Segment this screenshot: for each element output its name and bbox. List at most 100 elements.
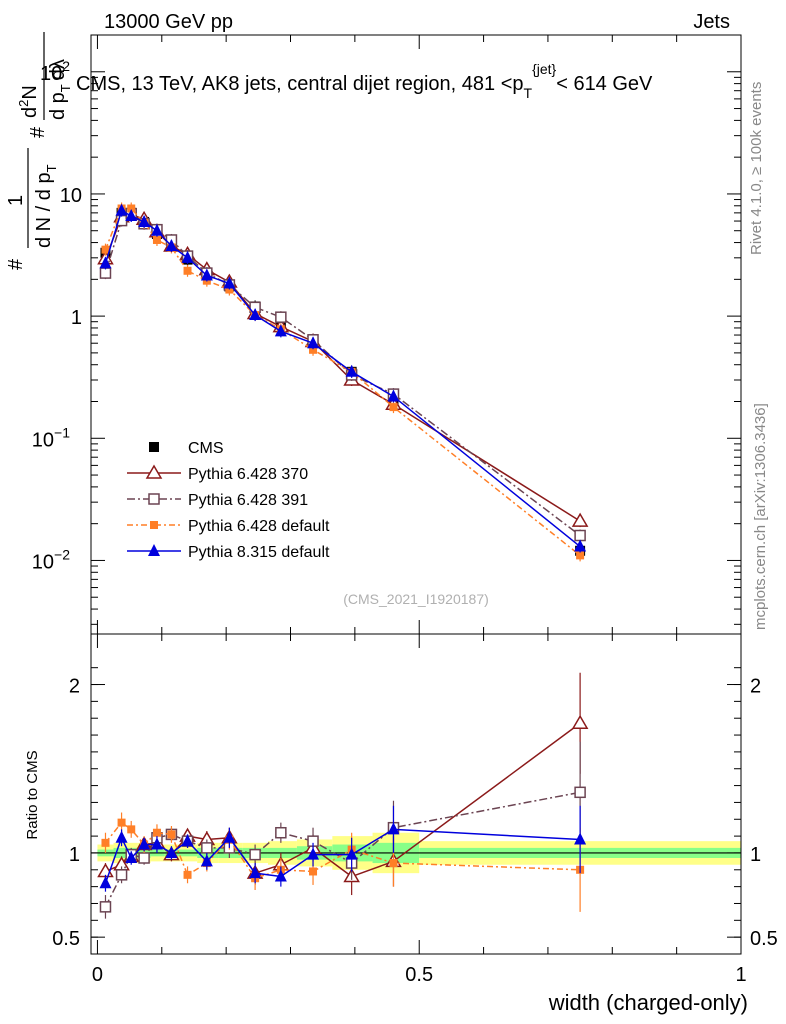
ylabel-num2-tail: N [19,85,41,99]
ratio-point-pythia-8-315-default [181,834,194,847]
ratio-point-pythia-6-428-default [167,830,176,839]
point-pythia-6-428-default [183,266,192,275]
ratio-point-pythia-6-428-391 [574,786,586,799]
ratio-point-pythia-6-428-391 [138,852,150,864]
mcplots-label: mcplots.cern.ch [arXiv:1306.3436] [752,403,769,630]
ylabel-den2: d p [47,92,69,120]
point-pythia-8-315-default [165,238,178,251]
point-pythia-6-428-default [101,245,110,254]
point-pythia-8-315-default [345,364,358,377]
y-tick-label-base: 10 [32,551,54,573]
plot-title-suffix: < 614 GeV [556,73,653,95]
y-tick-label-exp: −2 [54,546,70,562]
ratio-point-pythia-8-315-default [115,830,128,843]
line-pythia-6-428-370 [104,213,581,522]
legend-marker [149,442,159,452]
ratio-point-pythia-6-428-default [183,870,192,879]
plot-title-sub: T [524,85,533,101]
point-pythia-8-315-default [307,336,320,349]
point-pythia-8-315-default [574,539,587,552]
main-series-layer [97,202,589,562]
ylabel-hash2: # [27,126,49,138]
ratio-series-layer [97,672,589,919]
y-tick-label: 10−1 [32,424,70,451]
legend-entry-label: CMS [188,440,224,457]
ratio-point-pythia-6-428-391 [249,848,261,861]
ylabel-num2-sup: 2 [16,100,31,107]
ratio-point-pythia-8-315-default [138,837,151,850]
point-pythia-8-315-default [200,268,213,281]
point-pythia-6-428-default [127,204,136,213]
ratio-point-pythia-6-428-default [127,825,136,834]
svg-text:d pTdλ: d pTdλ [47,59,73,120]
y-tick-label-base: 1 [71,307,82,329]
y-tick-label-base: 10 [32,429,54,451]
ratio-tick-label-right: 2 [750,676,761,698]
legend-entry-label: Pythia 6.428 370 [188,466,308,483]
plot-title: CMS, 13 TeV, AK8 jets, central dijet reg… [76,61,653,101]
ratio-point-pythia-8-315-default [307,847,320,860]
x-tick-label: 0 [92,964,103,986]
y-tick-label-base: 10 [60,185,82,207]
svg-text:d N / d pT: d N / d pT [33,164,59,248]
point-pythia-8-315-default [249,308,262,321]
point-pythia-8-315-default [150,223,163,236]
y-tick-label: 10−2 [32,546,70,573]
point-pythia-8-315-default [99,256,112,269]
y-tick-label-base: 10 [40,63,62,85]
legend-entry-label: Pythia 6.428 391 [188,492,308,509]
legend-marker [145,464,163,479]
ratio-tick-label-right: 0.5 [750,928,778,950]
ratio-point-pythia-6-428-391 [275,826,287,839]
y-tick-label-exp: −1 [54,424,70,440]
line-pythia-6-428-391 [104,212,581,537]
point-pythia-8-315-default [138,214,151,227]
line-pythia-6-428-default [104,207,581,556]
rivet-label: Rivet 4.1.0, ≥ 100k events [748,82,765,255]
y-tick-label: 10 [60,185,82,207]
ratio-point-pythia-6-428-default [117,818,126,827]
point-pythia-6-428-default [152,235,161,244]
ylabel-den2-sub: T [58,84,73,92]
ratio-point-pythia-8-315-default [125,851,138,863]
point-pythia-6-428-default [309,345,318,354]
ratio-plot-frame [90,633,742,955]
ratio-point-pythia-6-428-default [309,867,318,876]
ratio-point-pythia-6-428-370 [571,714,589,730]
ratio-tick-label: 0.5 [52,928,80,950]
ratio-point-pythia-8-315-default [223,830,236,843]
point-pythia-6-428-391 [99,267,112,279]
ratio-tick-label-right: 1 [750,844,761,866]
ratio-point-pythia-8-315-default [387,822,400,835]
plot-title-prefix: CMS, 13 TeV, AK8 jets, central dijet reg… [76,73,524,95]
legend: CMS Pythia 6.428 370 Pythia 6.428 391 Pythi… [127,440,330,561]
point-pythia-6-428-370 [571,512,589,527]
point-pythia-6-428-default [389,403,398,412]
ratio-point-pythia-8-315-default [345,847,358,860]
ylabel-num2: d [19,107,41,118]
ratio-point-pythia-6-428-391 [99,901,112,913]
plot-title-sup: {jet} [532,61,556,77]
x-tick-label: 1 [735,964,746,986]
point-pythia-6-428-default [225,285,234,294]
ratio-tick-label: 1 [69,844,80,866]
legend-entry-label: Pythia 8.315 default [188,544,330,561]
ratio-point-pythia-8-315-default [574,832,587,845]
analysis-watermark: (CMS_2021_I1920187) [343,591,489,607]
ratio-point-pythia-8-315-default [150,837,163,850]
ratio-y-axis-label: Ratio to CMS [24,750,41,839]
ratio-point-pythia-6-428-default [389,859,398,868]
x-axis-label: width (charged-only) [548,990,748,1015]
ylabel-frac-num: 1 [5,195,27,206]
x-tick-label: 0.5 [405,964,433,986]
point-pythia-8-315-default [181,250,194,263]
line-pythia-8-315-default [104,209,581,548]
point-pythia-8-315-default [223,276,236,289]
ylabel-hash1: # [5,258,27,270]
legend-marker [150,521,158,529]
ratio-point-pythia-6-428-default [152,828,161,837]
ratio-point-pythia-6-428-391 [115,869,128,881]
legend-marker [148,544,160,556]
